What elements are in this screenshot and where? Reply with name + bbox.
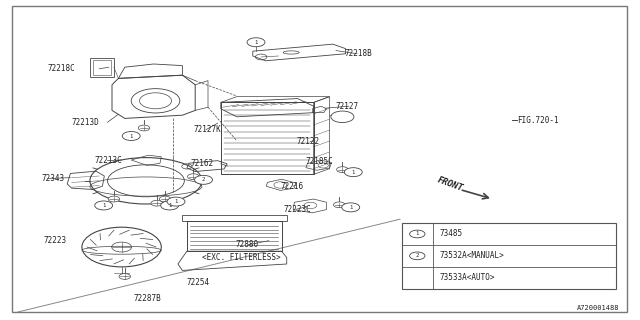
Text: FIG.720-1: FIG.720-1 (517, 116, 559, 124)
Circle shape (344, 168, 362, 177)
Text: 72216: 72216 (280, 182, 303, 191)
Text: 72880: 72880 (236, 240, 259, 249)
Circle shape (159, 196, 171, 202)
Text: 1: 1 (168, 203, 172, 208)
Text: 72127K: 72127K (193, 125, 221, 134)
Text: 1: 1 (351, 170, 355, 175)
Circle shape (119, 274, 131, 279)
Circle shape (195, 175, 212, 184)
Text: 72223: 72223 (44, 236, 67, 245)
Text: 72213D: 72213D (72, 118, 99, 127)
Text: 72162: 72162 (191, 159, 214, 168)
Bar (187, 221, 282, 251)
Text: A720001488: A720001488 (577, 305, 620, 311)
Text: 72213C: 72213C (95, 156, 122, 165)
Circle shape (342, 203, 360, 212)
Text: 2: 2 (415, 253, 419, 258)
Circle shape (151, 200, 163, 206)
Text: 72218C: 72218C (48, 64, 76, 73)
Text: <EXC. FILTERLESS>: <EXC. FILTERLESS> (202, 253, 281, 262)
Circle shape (410, 230, 425, 238)
Text: 72343: 72343 (42, 174, 65, 183)
Circle shape (337, 167, 348, 172)
Text: 72223C: 72223C (284, 205, 311, 214)
Circle shape (333, 202, 345, 208)
Text: 1: 1 (129, 133, 133, 139)
Circle shape (95, 201, 113, 210)
Circle shape (188, 174, 199, 180)
Circle shape (138, 125, 150, 131)
Text: 1: 1 (415, 231, 419, 236)
Text: FRONT: FRONT (436, 176, 464, 194)
Text: 2: 2 (202, 177, 205, 182)
Bar (182, 215, 287, 221)
Text: 73532A<MANUAL>: 73532A<MANUAL> (439, 251, 504, 260)
Text: 1: 1 (349, 205, 353, 210)
Text: 73485: 73485 (439, 229, 462, 238)
Text: 72254: 72254 (187, 278, 210, 287)
Circle shape (247, 38, 265, 47)
Text: 72127: 72127 (336, 102, 359, 111)
Text: 72122: 72122 (296, 137, 319, 146)
Circle shape (108, 196, 120, 202)
Text: 72218B: 72218B (344, 49, 372, 58)
Text: 1: 1 (174, 199, 178, 204)
Bar (90, 58, 114, 77)
Text: 72185C: 72185C (306, 157, 333, 166)
Text: 72287B: 72287B (133, 294, 161, 303)
Circle shape (167, 197, 185, 206)
Circle shape (122, 132, 140, 140)
Circle shape (410, 252, 425, 260)
Text: 1: 1 (254, 40, 258, 45)
Bar (402, 223, 616, 289)
Circle shape (161, 201, 179, 210)
Bar (221, 102, 314, 174)
Bar (93, 60, 111, 75)
Text: 73533A<AUTO>: 73533A<AUTO> (439, 273, 495, 282)
Text: 1: 1 (102, 203, 106, 208)
